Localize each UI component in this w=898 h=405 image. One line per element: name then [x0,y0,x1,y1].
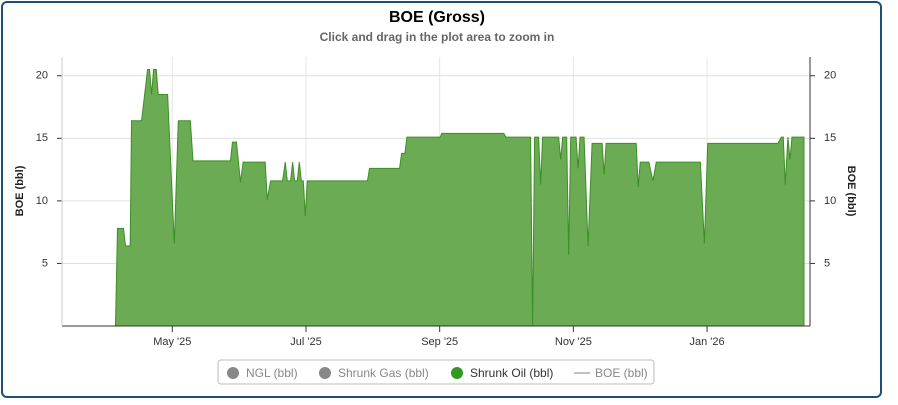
legend-item[interactable]: BOE (bbl) [595,366,648,380]
chart-subtitle: Click and drag in the plot area to zoom … [320,30,555,44]
x-tick-label: Nov '25 [555,336,592,348]
legend-symbol [227,367,239,379]
area [67,69,805,327]
y-tick-label: 5 [42,257,48,269]
y2-tick-label: 20 [824,70,836,82]
x-tick-label: Sep '25 [421,336,458,348]
y-tick-label: 20 [36,70,48,82]
x-tick-label: Jan '26 [689,336,724,348]
legend-item[interactable]: Shrunk Gas (bbl) [338,366,429,380]
y2-axis-title: BOE (bbl) [845,166,857,217]
y-tick-label: 10 [36,195,48,207]
y2-tick-label: 10 [824,195,836,207]
legend-item[interactable]: Shrunk Oil (bbl) [470,366,553,380]
chart-title: BOE (Gross) [389,9,485,26]
legend-symbol [451,367,463,379]
x-tick-label: Jul '25 [290,336,321,348]
y-axis-title: BOE (bbl) [14,165,26,216]
x-tick-label: May '25 [153,336,191,348]
legend-symbol [319,367,331,379]
y2-tick-label: 5 [824,257,830,269]
y-tick-label: 15 [36,132,48,144]
y2-tick-label: 15 [824,132,836,144]
legend-item[interactable]: NGL (bbl) [246,366,298,380]
